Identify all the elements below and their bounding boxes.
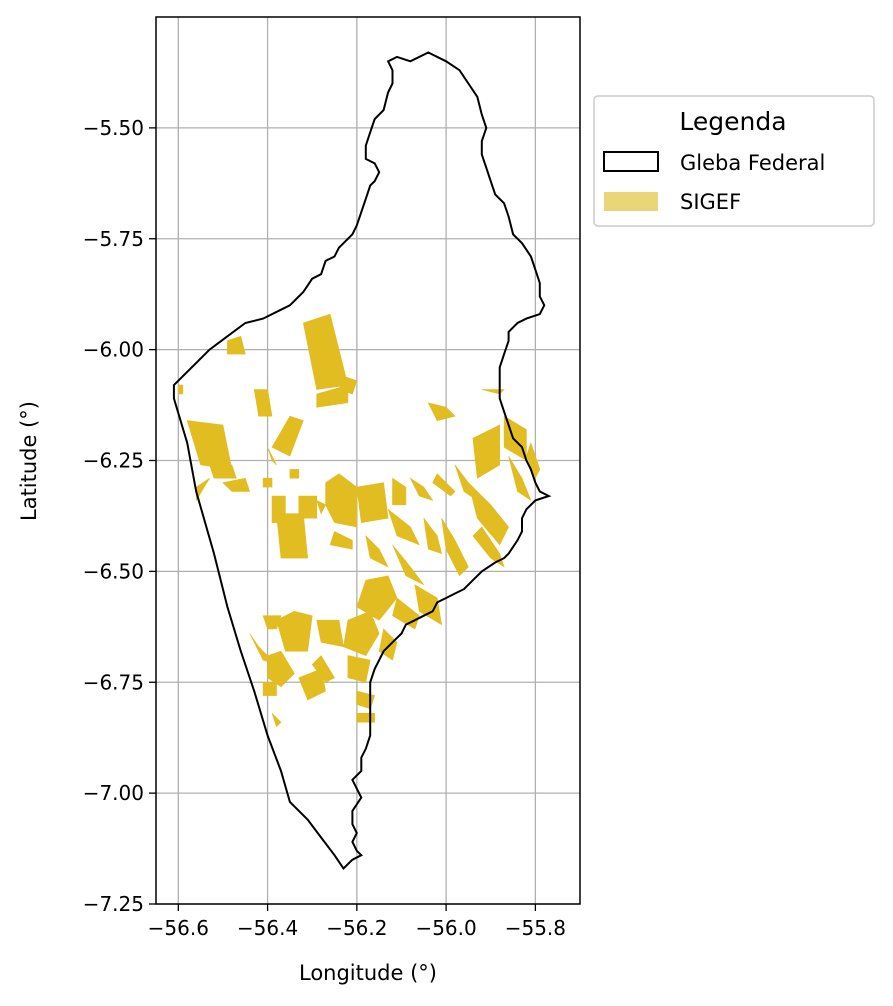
sigef-parcel — [356, 482, 389, 523]
sigef-parcel — [302, 313, 349, 390]
sigef-parcel — [387, 508, 420, 546]
sigef-parcel — [222, 477, 251, 492]
x-tick-label: −56.2 — [326, 916, 387, 940]
legend-title: Legenda — [679, 107, 786, 136]
sigef-parcel — [392, 544, 425, 585]
sigef-parcel — [432, 473, 456, 497]
sigef-parcel — [343, 610, 380, 656]
y-tick-label: −7.25 — [83, 892, 144, 916]
sigef-parcel — [356, 690, 376, 710]
gleba-federal-boundary — [172, 51, 552, 871]
sigef-parcel — [441, 518, 469, 577]
sigef-parcel — [178, 384, 184, 395]
sigef-parcel — [289, 469, 300, 479]
sigef-parcel — [467, 481, 509, 546]
sigef-parcel — [249, 633, 277, 665]
sigef-parcel — [356, 575, 398, 621]
sigef-parcel — [481, 389, 505, 395]
y-tick-label: −7.00 — [83, 781, 144, 805]
sigef-parcel — [298, 668, 326, 701]
x-tick-label: −56.4 — [237, 916, 298, 940]
sigef-parcel — [347, 655, 371, 683]
sigef-parcel — [316, 619, 344, 648]
y-tick-label: −6.50 — [83, 559, 144, 583]
sigef-parcel — [365, 534, 389, 568]
sigef-parcel — [392, 477, 407, 506]
y-tick-label: −6.00 — [83, 338, 144, 362]
sigef-parcel — [276, 513, 309, 559]
x-axis-label: Longitude (°) — [299, 961, 437, 985]
y-tick-label: −6.25 — [83, 449, 144, 473]
sigef-parcel — [316, 384, 349, 408]
y-tick-label: −6.75 — [83, 670, 144, 694]
sigef-parcel — [454, 464, 479, 502]
y-axis-label: Latitude (°) — [17, 401, 41, 521]
sigef-parcel — [267, 447, 277, 466]
legend-swatch-sigef — [604, 192, 658, 211]
x-tick-label: −56.0 — [415, 916, 476, 940]
sigef-parcel — [325, 473, 358, 528]
sigef-parcel — [262, 615, 282, 630]
legend-label-gleba-federal: Gleba Federal — [680, 151, 825, 175]
sigef-parcels — [178, 313, 541, 728]
sigef-parcel — [427, 402, 456, 421]
sigef-parcel — [508, 455, 532, 502]
sigef-parcel — [209, 464, 237, 479]
sigef-parcel — [311, 655, 335, 683]
sigef-parcel — [262, 477, 273, 488]
sigef-parcel — [262, 681, 277, 696]
sigef-parcel — [329, 531, 353, 550]
y-tick-label: −5.50 — [83, 116, 144, 140]
sigef-parcel — [186, 420, 233, 470]
sigef-parcel — [271, 415, 304, 457]
x-tick-label: −56.6 — [148, 916, 209, 940]
x-ticks: −56.6 −56.4 −56.2 −56.0 −55.8 — [148, 904, 566, 940]
sigef-parcel — [298, 495, 318, 519]
sigef-parcel — [267, 650, 295, 688]
y-tick-label: −5.75 — [83, 227, 144, 251]
sigef-parcel — [253, 389, 273, 417]
y-ticks: −5.50 −5.75 −6.00 −6.25 −6.50 −6.75 −7.00 −7.25 — [83, 116, 156, 916]
sigef-parcel — [472, 424, 501, 479]
sigef-parcel — [414, 584, 443, 626]
sigef-parcel — [316, 499, 327, 515]
sigef-parcel — [271, 713, 282, 728]
sigef-parcel — [276, 610, 313, 652]
sigef-parcel — [409, 477, 434, 501]
sigef-parcel — [356, 712, 376, 723]
sigef-parcel — [526, 441, 541, 479]
legend: Legenda Gleba Federal SIGEF — [593, 95, 875, 227]
x-tick-label: −55.8 — [505, 916, 566, 940]
legend-swatch-gleba-federal — [603, 151, 659, 172]
sigef-parcel — [423, 518, 443, 555]
legend-label-sigef: SIGEF — [680, 190, 741, 214]
sigef-parcel — [227, 335, 246, 355]
legend-box — [593, 95, 875, 227]
